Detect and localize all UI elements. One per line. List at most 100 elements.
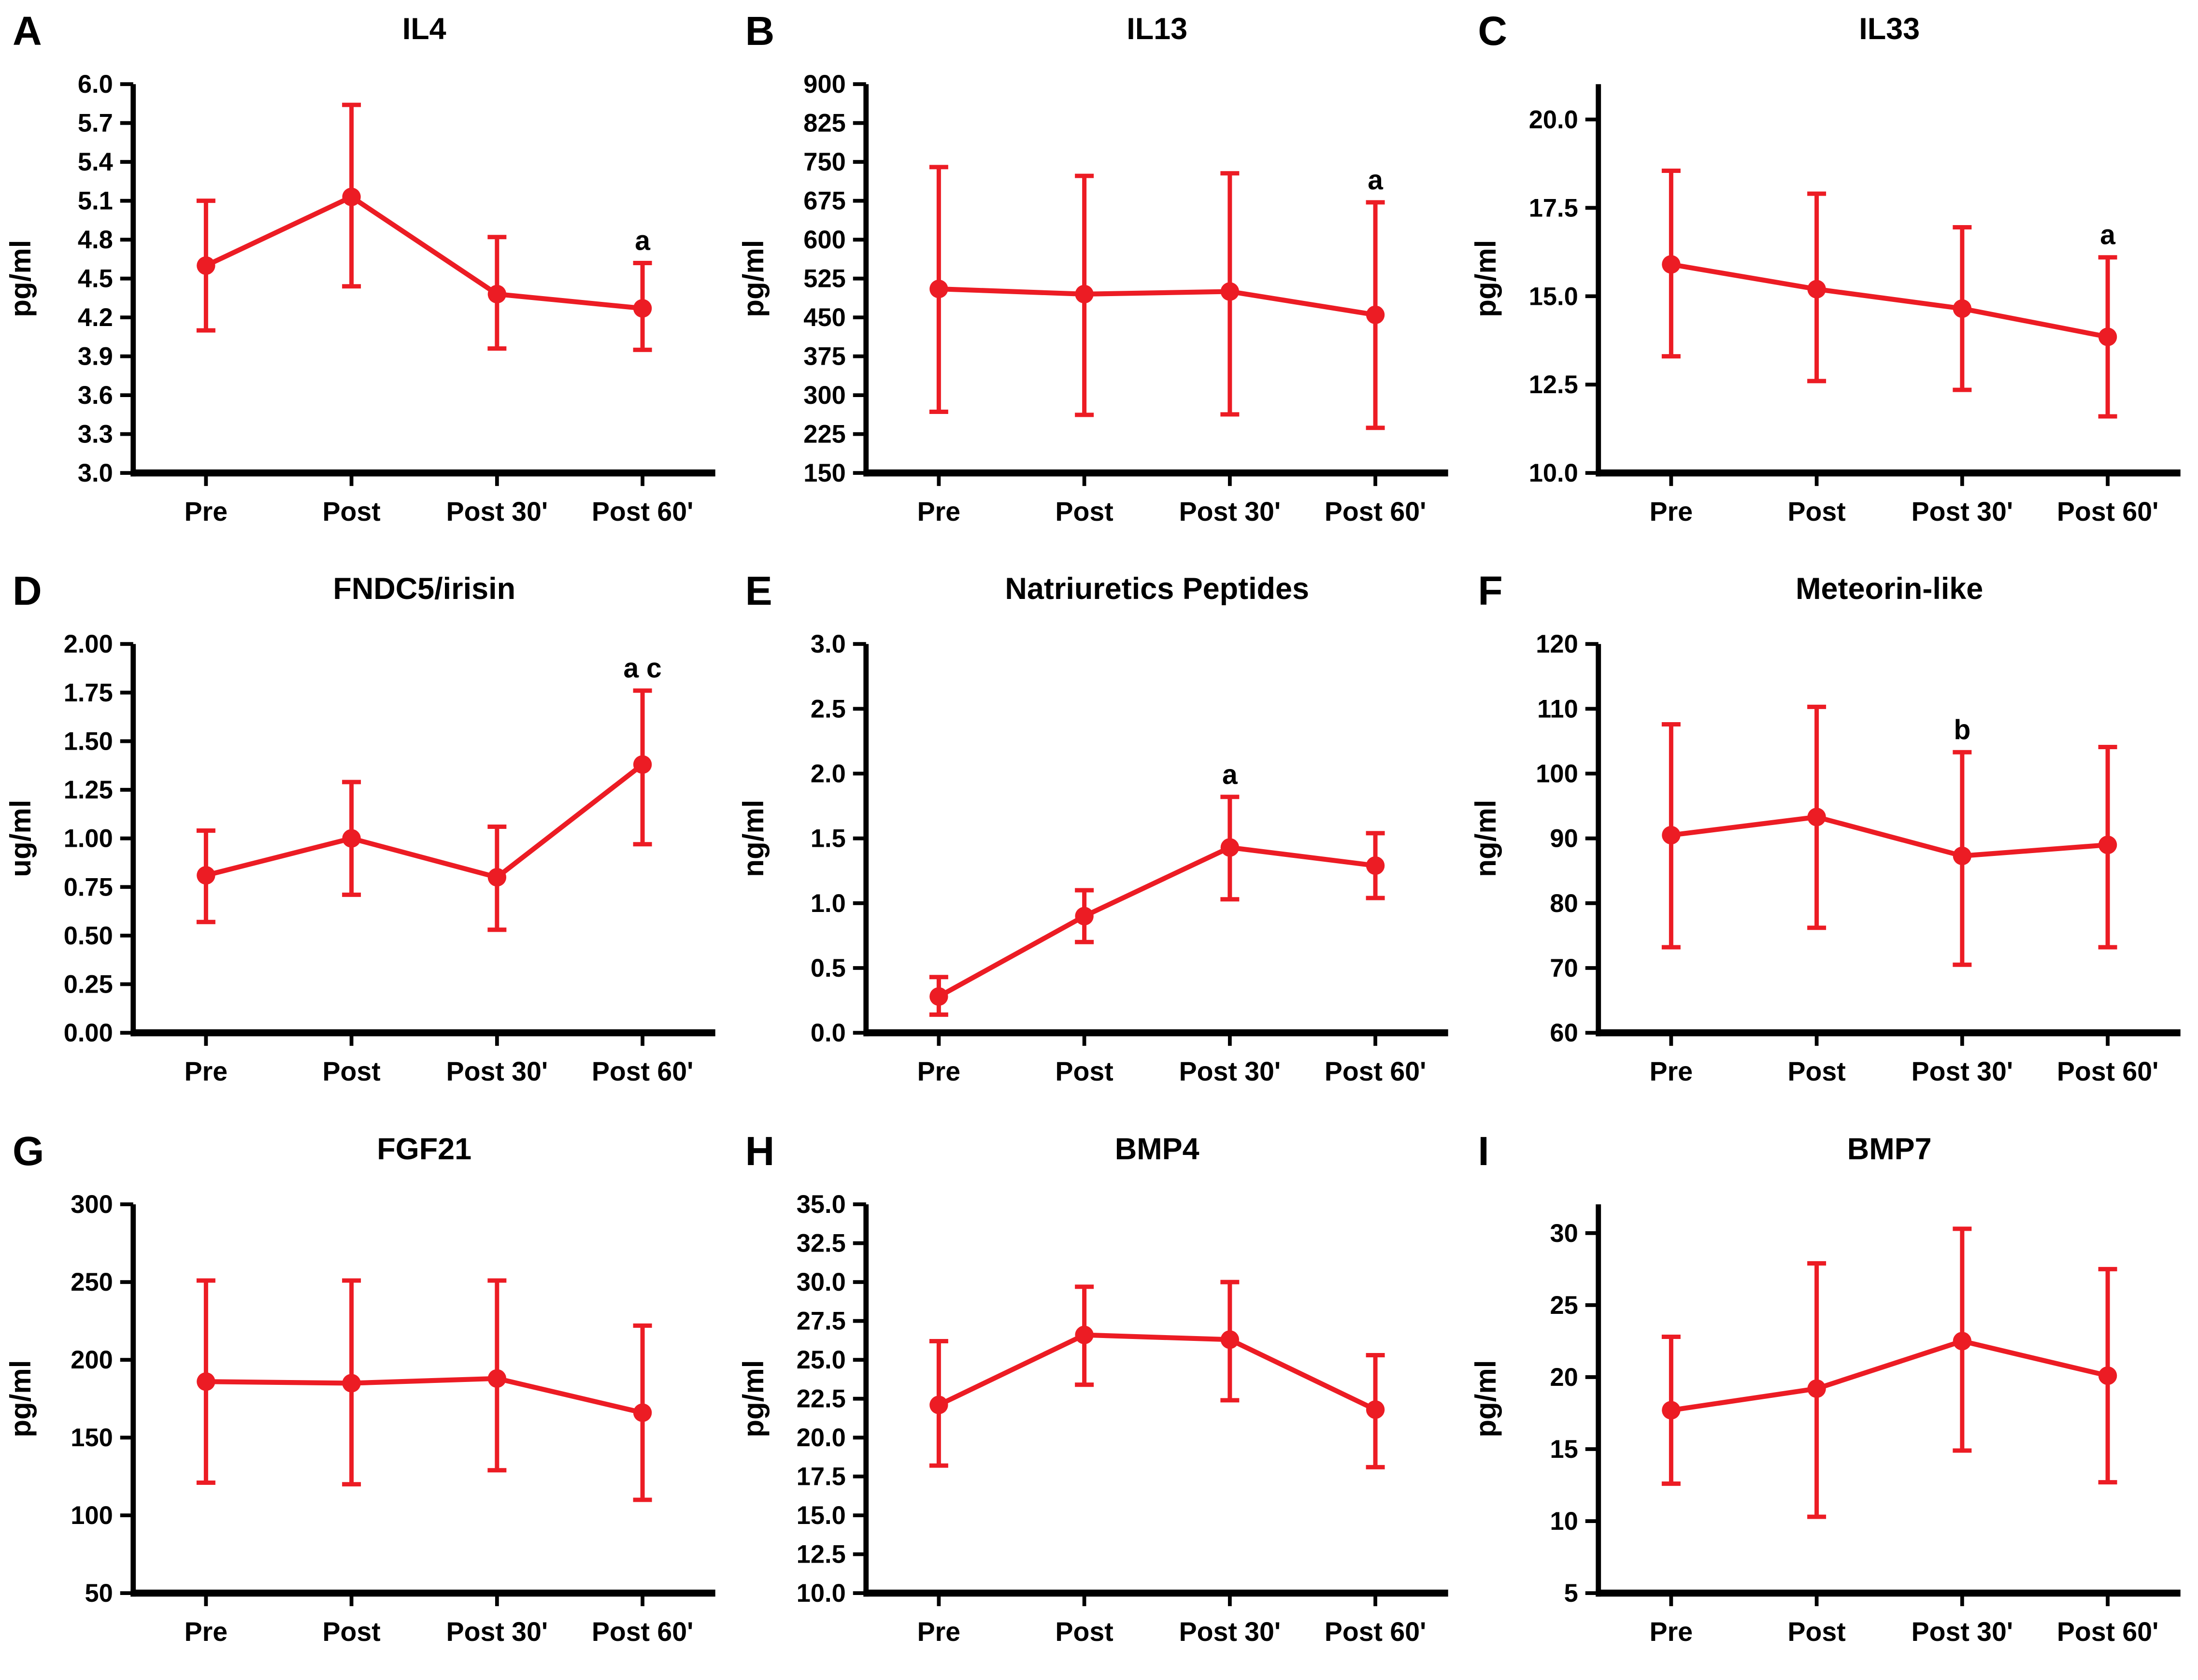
chart-title: BMP7 bbox=[1847, 1132, 1932, 1166]
y-axis-label: pg/ml bbox=[4, 240, 37, 317]
y-tick-label: 0.5 bbox=[811, 954, 846, 982]
chart-title: IL33 bbox=[1859, 12, 1920, 46]
y-tick-label: 100 bbox=[71, 1501, 113, 1530]
panel-e: E 3.0 2.5 2.0 1.5 1.0 0.5 0.0 Pre Post Post 30' Po… bbox=[733, 560, 1466, 1120]
data-line bbox=[1671, 814, 2108, 859]
axes bbox=[130, 644, 715, 1037]
panel-d: D 2.00 1.75 1.50 1.25 1.00 0.75 0.50 0.25 0.00 Pr… bbox=[0, 560, 733, 1120]
y-tick-label: 3.9 bbox=[78, 342, 113, 371]
x-tick-label: Post 30' bbox=[446, 1057, 548, 1087]
y-tick-label: 4.5 bbox=[78, 265, 113, 293]
panel-f: F 120 110 100 90 80 70 60 Pre Post Post 30' Post 6… bbox=[1465, 560, 2198, 1120]
panel-f-letter: F bbox=[1478, 568, 1503, 614]
data-point bbox=[197, 256, 215, 275]
y-tick-label: 525 bbox=[803, 265, 846, 293]
y-axis-label: pg/ml bbox=[737, 240, 770, 317]
y-tick-label: 12.5 bbox=[1529, 370, 1578, 399]
x-tick-label: Post 60' bbox=[2057, 1057, 2158, 1087]
data-point bbox=[197, 1372, 215, 1391]
y-tick-label: 15.0 bbox=[796, 1501, 845, 1530]
y-tick-label: 1.00 bbox=[64, 825, 113, 853]
data-point bbox=[1807, 280, 1827, 299]
y-tick-label: 27.5 bbox=[796, 1307, 845, 1335]
y-axis: 20.0 17.5 15.0 12.5 10.0 bbox=[1529, 105, 1599, 487]
y-tick-label: 25 bbox=[1550, 1291, 1578, 1320]
significance-label: a bbox=[2100, 220, 2116, 251]
panel-h-letter: H bbox=[745, 1128, 775, 1174]
y-tick-label: 2.00 bbox=[64, 630, 113, 659]
data-point bbox=[1953, 1331, 1972, 1351]
x-tick-label: Pre bbox=[1650, 1057, 1693, 1087]
y-axis: 120 110 100 90 80 70 60 bbox=[1536, 630, 1599, 1047]
y-axis-label: pg/ml bbox=[4, 1360, 37, 1437]
x-tick-label: Post 30' bbox=[446, 497, 548, 527]
y-tick-label: 80 bbox=[1550, 889, 1578, 918]
chart-title: FGF21 bbox=[377, 1132, 471, 1166]
axes bbox=[1596, 1204, 2181, 1596]
panel-c: C 20.0 17.5 15.0 12.5 10.0 Pre Post Post 30' Pos… bbox=[1465, 0, 2198, 560]
x-tick-label: Post 60' bbox=[1325, 1617, 1426, 1647]
data-point bbox=[633, 1403, 652, 1422]
y-tick-label: 1.25 bbox=[64, 776, 113, 804]
y-axis: 900 825 750 675 600 525 450 375 300 225 150 bbox=[803, 70, 866, 487]
axes bbox=[863, 84, 1448, 477]
data-point bbox=[929, 987, 948, 1006]
panel-g-chart: 300 250 200 150 100 50 Pre Post Post 30' Post 60'… bbox=[4, 1132, 715, 1647]
data-point bbox=[1807, 1379, 1827, 1398]
x-tick-label: Post bbox=[323, 1057, 381, 1087]
data-point bbox=[1220, 1330, 1239, 1349]
y-tick-label: 0.25 bbox=[64, 970, 113, 999]
y-tick-label: 35.0 bbox=[796, 1190, 845, 1219]
panel-i: I 30 25 20 15 10 5 Pre Post Post 30' Post 60' BMP7… bbox=[1465, 1120, 2198, 1680]
y-tick-label: 60 bbox=[1550, 1019, 1578, 1047]
y-axis-label: pg/ml bbox=[1470, 1360, 1502, 1437]
y-tick-label: 0.75 bbox=[64, 873, 113, 902]
y-axis: 3.0 2.5 2.0 1.5 1.0 0.5 0.0 bbox=[811, 630, 866, 1047]
x-axis: Pre Post Post 30' Post 60' bbox=[1650, 1033, 2159, 1087]
panel-b: B 900 825 750 675 600 525 450 375 300 225 150 Pre Po… bbox=[733, 0, 1466, 560]
y-tick-label: 900 bbox=[803, 70, 846, 99]
data-point bbox=[342, 829, 361, 848]
significance-label: a c bbox=[623, 653, 661, 684]
data-line bbox=[1670, 262, 2109, 340]
y-tick-label: 0.50 bbox=[64, 922, 113, 950]
y-tick-label: 0.00 bbox=[64, 1019, 113, 1047]
x-axis: Pre Post Post 30' Post 60' bbox=[917, 1033, 1426, 1087]
panel-c-letter: C bbox=[1478, 8, 1507, 54]
x-axis: Pre Post Post 30' Post 60' bbox=[1650, 473, 2159, 527]
data-point bbox=[1953, 299, 1972, 318]
y-tick-label: 6.0 bbox=[78, 70, 113, 99]
x-tick-label: Post 60' bbox=[2057, 1617, 2158, 1647]
panel-a-letter: A bbox=[13, 8, 42, 54]
x-tick-label: Post 30' bbox=[1912, 1617, 2013, 1647]
data-point bbox=[633, 755, 652, 774]
y-axis-label: ug/ml bbox=[4, 800, 37, 877]
data-line bbox=[205, 194, 643, 311]
x-tick-label: Pre bbox=[1650, 1617, 1693, 1647]
panel-b-letter: B bbox=[745, 8, 775, 54]
y-tick-label: 10.0 bbox=[1529, 459, 1578, 487]
error-bars bbox=[196, 102, 652, 352]
significance-label: b bbox=[1954, 714, 1971, 745]
y-tick-label: 1.5 bbox=[811, 825, 846, 853]
panel-a-chart: 6.0 5.7 5.4 5.1 4.8 4.5 4.2 3.9 3.6 3.3 3.0 Pre Post… bbox=[4, 12, 715, 527]
axes bbox=[1596, 84, 2181, 477]
data-points bbox=[929, 279, 1384, 325]
panel-i-letter: I bbox=[1478, 1128, 1489, 1174]
axes bbox=[130, 1204, 715, 1596]
panel-h-chart: 35.0 32.5 30.0 27.5 25.0 22.5 20.0 17.5 15.0 12.5… bbox=[737, 1132, 1448, 1647]
y-tick-label: 4.2 bbox=[78, 303, 113, 332]
data-point bbox=[1662, 255, 1681, 274]
y-tick-label: 825 bbox=[803, 109, 846, 138]
y-axis: 35.0 32.5 30.0 27.5 25.0 22.5 20.0 17.5 15.0 12.5… bbox=[796, 1190, 866, 1608]
x-tick-label: Post 30' bbox=[1912, 497, 2013, 527]
y-tick-label: 150 bbox=[71, 1424, 113, 1452]
x-axis: Pre Post Post 30' Post 60' bbox=[185, 473, 693, 527]
y-tick-label: 100 bbox=[1536, 760, 1579, 788]
y-axis-label: ng/ml bbox=[1470, 800, 1502, 877]
y-tick-label: 150 bbox=[803, 459, 846, 487]
data-point bbox=[342, 187, 361, 206]
data-point bbox=[1075, 285, 1094, 304]
data-point bbox=[1220, 282, 1239, 301]
